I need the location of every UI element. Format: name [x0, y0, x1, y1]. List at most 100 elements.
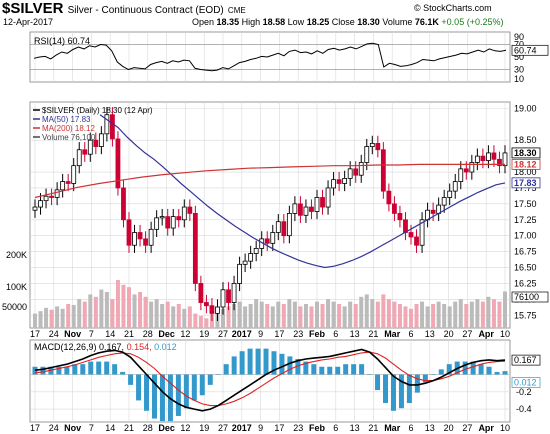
candle-body — [458, 168, 464, 182]
volume-bar — [143, 296, 148, 328]
macd-hist-bar — [64, 366, 70, 375]
candle-body — [60, 181, 66, 191]
volume-bar — [77, 299, 82, 328]
volume-bar — [281, 304, 286, 328]
macd-hist-bar — [239, 351, 245, 375]
candle-body — [115, 138, 121, 189]
volume-y-tick: 100K — [6, 282, 27, 292]
macd-hist-bar — [319, 366, 325, 375]
volume-bar — [397, 304, 402, 328]
x-tick-label: 13 — [350, 423, 360, 433]
x-tick-label: 24 — [49, 423, 59, 433]
macd-hist-bar — [422, 374, 428, 383]
macd-hist-bar — [502, 371, 508, 375]
volume-value: 76.1K — [414, 17, 439, 27]
price-y-tick: 17.00 — [514, 231, 537, 241]
x-tick-label: 21 — [124, 329, 134, 339]
volume-bar — [132, 294, 137, 328]
x-tick-label: 17 — [30, 423, 40, 433]
macd-hist-bar — [255, 348, 261, 375]
macd-y-tick: -0.2 — [516, 387, 532, 397]
macd-hist-bar — [327, 366, 333, 375]
volume-bar — [176, 304, 181, 328]
macd-last-value: 0.167 — [514, 355, 537, 365]
copyright: © StockCharts.com — [414, 3, 492, 13]
x-tick-label: 28 — [143, 423, 153, 433]
volume-bar — [381, 294, 386, 328]
candle-body — [104, 114, 110, 135]
candle-body — [353, 168, 359, 176]
candle-body — [93, 139, 99, 147]
candle-body — [292, 203, 298, 214]
x-tick-label: 7 — [89, 329, 94, 339]
volume-bar — [480, 301, 485, 328]
volume-bar — [320, 304, 325, 328]
rsi-y-tick: 30 — [514, 65, 524, 75]
candle-body — [386, 190, 392, 205]
volume-bar — [127, 287, 131, 328]
volume-bar — [71, 304, 76, 328]
price-y-tick: 16.50 — [514, 263, 537, 273]
volume-y-tick: 200K — [6, 250, 27, 260]
volume-bar — [414, 304, 419, 328]
x-tick-label: 12 — [180, 329, 190, 339]
x-tick-label: 6 — [408, 423, 413, 433]
x-tick-label: Nov — [64, 423, 81, 433]
candle-body — [110, 114, 115, 140]
volume-bar — [403, 306, 408, 328]
candle-body — [414, 236, 419, 246]
macd-hist-bar — [136, 374, 142, 401]
candle-body — [281, 221, 287, 237]
candle-body — [143, 238, 148, 246]
volume-bar — [99, 289, 104, 328]
volume-bar — [66, 304, 71, 328]
macd-hist-bar — [303, 361, 309, 375]
candle-body — [253, 248, 259, 254]
legend-entry: $SILVER (Daily) 18.30 (12 Apr) — [42, 106, 153, 115]
candle-body — [441, 197, 447, 206]
macd-hist-bar — [191, 374, 197, 401]
volume-bar — [160, 304, 165, 328]
volume-bar — [315, 301, 319, 328]
candle-body — [237, 263, 242, 284]
candle-body — [137, 232, 143, 240]
rsi-last-box — [511, 44, 549, 56]
candle-body — [397, 213, 403, 221]
candle-body — [419, 219, 425, 246]
macd-hist-bar — [215, 374, 221, 376]
rsi-panel-frame — [29, 31, 511, 83]
volume-bar — [375, 301, 380, 328]
macd-hist-bar — [414, 374, 420, 393]
volume-bar — [298, 306, 303, 328]
volume-bar — [154, 299, 159, 328]
volume-bar — [226, 306, 231, 328]
candle-body — [452, 181, 458, 192]
x-tick-label: 19 — [199, 329, 209, 339]
macd-hist-bar — [56, 366, 62, 375]
x-tick-label: 20 — [444, 423, 454, 433]
price-y-tick: 16.25 — [514, 278, 537, 288]
volume-bar — [326, 299, 331, 328]
candle-body — [403, 219, 408, 233]
x-tick-label: 27 — [462, 329, 472, 339]
volume-bar — [138, 292, 143, 328]
volume-label: Volume — [382, 17, 413, 27]
volume-bar — [331, 301, 336, 328]
volume-bar — [204, 318, 209, 328]
macd-signal-line — [34, 351, 506, 407]
candle-body — [336, 179, 342, 184]
candle-body — [198, 283, 204, 303]
price-y-tick: 17.25 — [514, 215, 537, 225]
change-value: +0.05 (+0.25%) — [441, 17, 504, 27]
volume-bar — [287, 299, 292, 328]
x-tick-label: Feb — [309, 329, 326, 339]
candle-body — [491, 152, 497, 160]
volume-bar — [38, 311, 43, 328]
candle-body — [275, 221, 281, 233]
candle-body — [209, 305, 215, 314]
volume-bar — [44, 307, 49, 328]
x-tick-label: 23 — [293, 423, 303, 433]
close-value: 18.30 — [357, 17, 380, 27]
candle-body — [392, 203, 397, 214]
x-tick-label: 20 — [444, 329, 454, 339]
